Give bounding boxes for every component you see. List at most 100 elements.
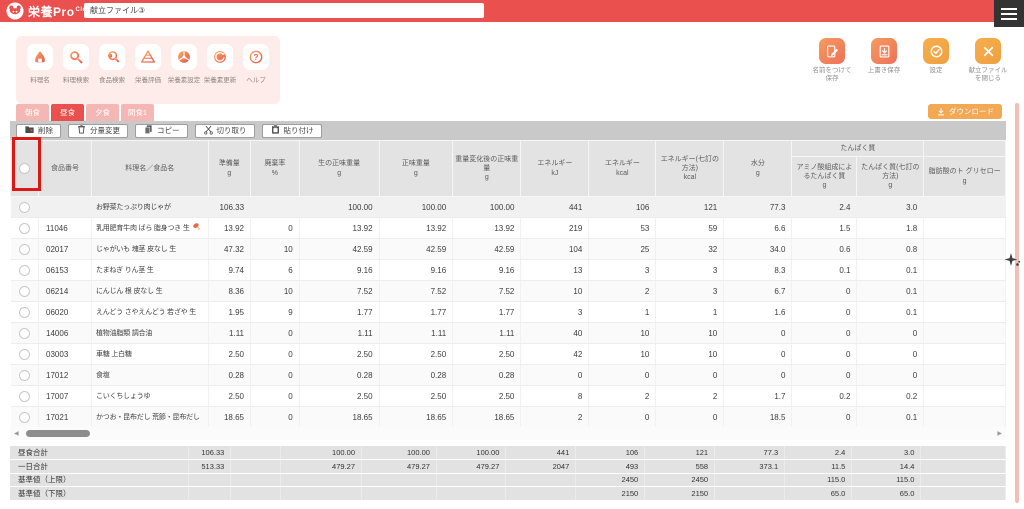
cell-waste — [250, 196, 300, 218]
food-table-wrap: 食品番号 料理名／食品名 準備量 g 廃棄率% 生の正味重量 g 正味重量 g 重量変化後の正味重… — [10, 140, 1006, 428]
row-select-radio[interactable] — [18, 264, 30, 276]
cell-fat_tg — [923, 301, 1006, 323]
summary-cell-raw — [280, 473, 363, 487]
cell-water: 0 — [723, 343, 793, 365]
row-select-cell — [10, 322, 40, 344]
row-select-radio[interactable] — [18, 348, 30, 360]
row-select-radio[interactable] — [18, 369, 30, 381]
select-all-header-cell — [10, 140, 40, 197]
action-label: 設定 — [929, 67, 943, 74]
onigiri-icon — [27, 44, 53, 70]
amount-icon — [76, 124, 87, 137]
tool-button-dish-search[interactable]: 料理検索 — [62, 44, 90, 84]
row-select-radio[interactable] — [18, 390, 30, 402]
edit-button-削除[interactable]: 削除 — [16, 123, 61, 138]
cell-prot7: 0 — [856, 322, 925, 344]
row-select-radio[interactable] — [18, 243, 30, 255]
scroll-left-arrow-icon[interactable]: ◀ — [14, 431, 19, 437]
cell-prot7: 0 — [856, 364, 925, 386]
meal-tab-昼食[interactable]: 昼食 — [51, 104, 84, 121]
tool-button-nutrient-update[interactable]: 栄養素更新 — [204, 44, 236, 84]
table-row: 17021 かつお・昆布だし 荒節・昆布だし 18.65 0 18.65 18.65 18.… — [10, 406, 1006, 428]
tool-button-nutrient-settings[interactable]: 栄養素設定 — [167, 44, 201, 84]
action-button-settings[interactable]: 設定 — [914, 38, 958, 84]
tool-button-nutrition-evaluation[interactable]: 栄養評価 — [134, 44, 162, 84]
row-select-radio[interactable] — [18, 201, 30, 213]
summary-cell-prep: 106.33 — [188, 446, 232, 460]
download-button[interactable]: ダウンロード — [928, 104, 1002, 119]
cell-kcal: 2 — [588, 385, 657, 407]
cell-kj: 10 — [520, 280, 590, 302]
cell-food-number: 06214 — [38, 280, 92, 302]
cell-kcal: 106 — [588, 196, 657, 218]
cell-kcal: 0 — [588, 406, 657, 428]
edit-button-切り取り[interactable]: 切り取り — [194, 123, 255, 138]
edit-button-コピー[interactable]: コピー — [135, 123, 188, 138]
tool-button-dish-name[interactable]: 料理名 — [26, 44, 54, 84]
scrollbar-thumb[interactable] — [26, 430, 90, 437]
cell-water: 6.7 — [723, 280, 793, 302]
cell-water: 1.6 — [723, 301, 793, 323]
tool-button-food-search[interactable]: 食品検索 — [98, 44, 126, 84]
row-select-radio[interactable] — [18, 327, 30, 339]
edit-button-分量変更[interactable]: 分量変更 — [68, 123, 128, 138]
horizontal-scrollbar[interactable]: ◀ ▶ — [10, 427, 1006, 440]
app-logo-icon — [6, 2, 24, 20]
copy-icon — [143, 124, 154, 137]
cell-food-name: 車糖 上白糖 — [91, 343, 209, 365]
tool-button-help[interactable]: ? ヘルプ — [242, 44, 270, 84]
action-button-save-as[interactable]: 名前をつけて保存 — [810, 38, 854, 84]
meal-tab-朝食[interactable]: 朝食 — [16, 104, 49, 121]
tool-panel: 料理名 料理検索 食品検索 栄養評価 栄養素設定 栄養素更新? ヘルプ — [16, 36, 280, 104]
column-header-kj: エネルギー kJ — [520, 140, 590, 197]
summary-cell-kcal: 493 — [575, 459, 646, 474]
meal-tab-間食1[interactable]: 間食1 — [121, 104, 154, 121]
row-select-radio[interactable] — [18, 411, 30, 423]
row-select-radio[interactable] — [18, 285, 30, 297]
cell-food-name: えんどう さやえんどう 若ざや 生 — [91, 301, 209, 323]
meal-tab-夕食[interactable]: 夕食 — [86, 104, 119, 121]
row-select-cell — [10, 406, 40, 428]
cell-waste: 10 — [250, 238, 300, 260]
cell-prot7: 0.8 — [856, 238, 925, 260]
action-button-overwrite-save[interactable]: 上書き保存 — [862, 38, 906, 84]
summary-row: 昼食合計 106.33 100.00 100.00 100.00 441 106 121 77.… — [10, 446, 1006, 460]
row-select-radio[interactable] — [18, 306, 30, 318]
menu-file-name-input[interactable] — [84, 3, 484, 18]
summary-cell-prot_amino: 2.4 — [784, 446, 853, 460]
cell-prot_amino: 0.2 — [791, 385, 858, 407]
hamburger-menu-button[interactable] — [994, 0, 1024, 27]
summary-cell-net — [361, 486, 437, 501]
tool-label: 栄養素設定 — [167, 77, 201, 84]
cell-food-number: 02017 — [38, 238, 92, 260]
action-button-close-file[interactable]: 献立ファイルを閉じる — [966, 38, 1010, 84]
cell-food-name: お野菜たっぷり肉じゃが — [91, 196, 209, 218]
cell-kcal7: 1 — [655, 301, 725, 323]
cell-food-number: 06020 — [38, 301, 92, 323]
edit-button-貼り付け[interactable]: 貼り付け — [261, 123, 322, 138]
summary-cell-waste — [230, 473, 281, 487]
overwrite-save-icon — [871, 38, 897, 64]
cell-waste: 6 — [250, 259, 300, 281]
cell-after: 13.92 — [452, 217, 522, 239]
cell-kcal: 10 — [588, 322, 657, 344]
action-label: 名前をつけて保存 — [812, 67, 852, 83]
row-select-radio[interactable] — [18, 222, 30, 234]
cut-icon — [203, 124, 214, 137]
cell-waste: 9 — [250, 301, 300, 323]
summary-cell-water: 77.3 — [714, 446, 786, 460]
summary-cell-kcal7: 558 — [644, 459, 716, 474]
scroll-right-arrow-icon[interactable]: ▶ — [997, 431, 1002, 437]
column-group-header: たんぱく質 — [791, 140, 925, 157]
food-search-icon — [99, 44, 125, 70]
select-all-radio[interactable] — [19, 163, 31, 174]
floating-cursor-handle[interactable] — [1003, 252, 1021, 270]
cell-waste: 10 — [250, 280, 300, 302]
edit-button-label: 切り取り — [216, 126, 247, 135]
cell-net: 2.50 — [379, 385, 454, 407]
cell-raw: 2.50 — [299, 385, 380, 407]
summary-cell-waste — [230, 459, 281, 474]
summary-cell-prot_amino: 65.0 — [784, 486, 853, 501]
meal-tab-bar: 朝食 昼食 夕食 間食1 — [16, 104, 154, 121]
column-header-num: 食品番号 — [38, 140, 92, 197]
